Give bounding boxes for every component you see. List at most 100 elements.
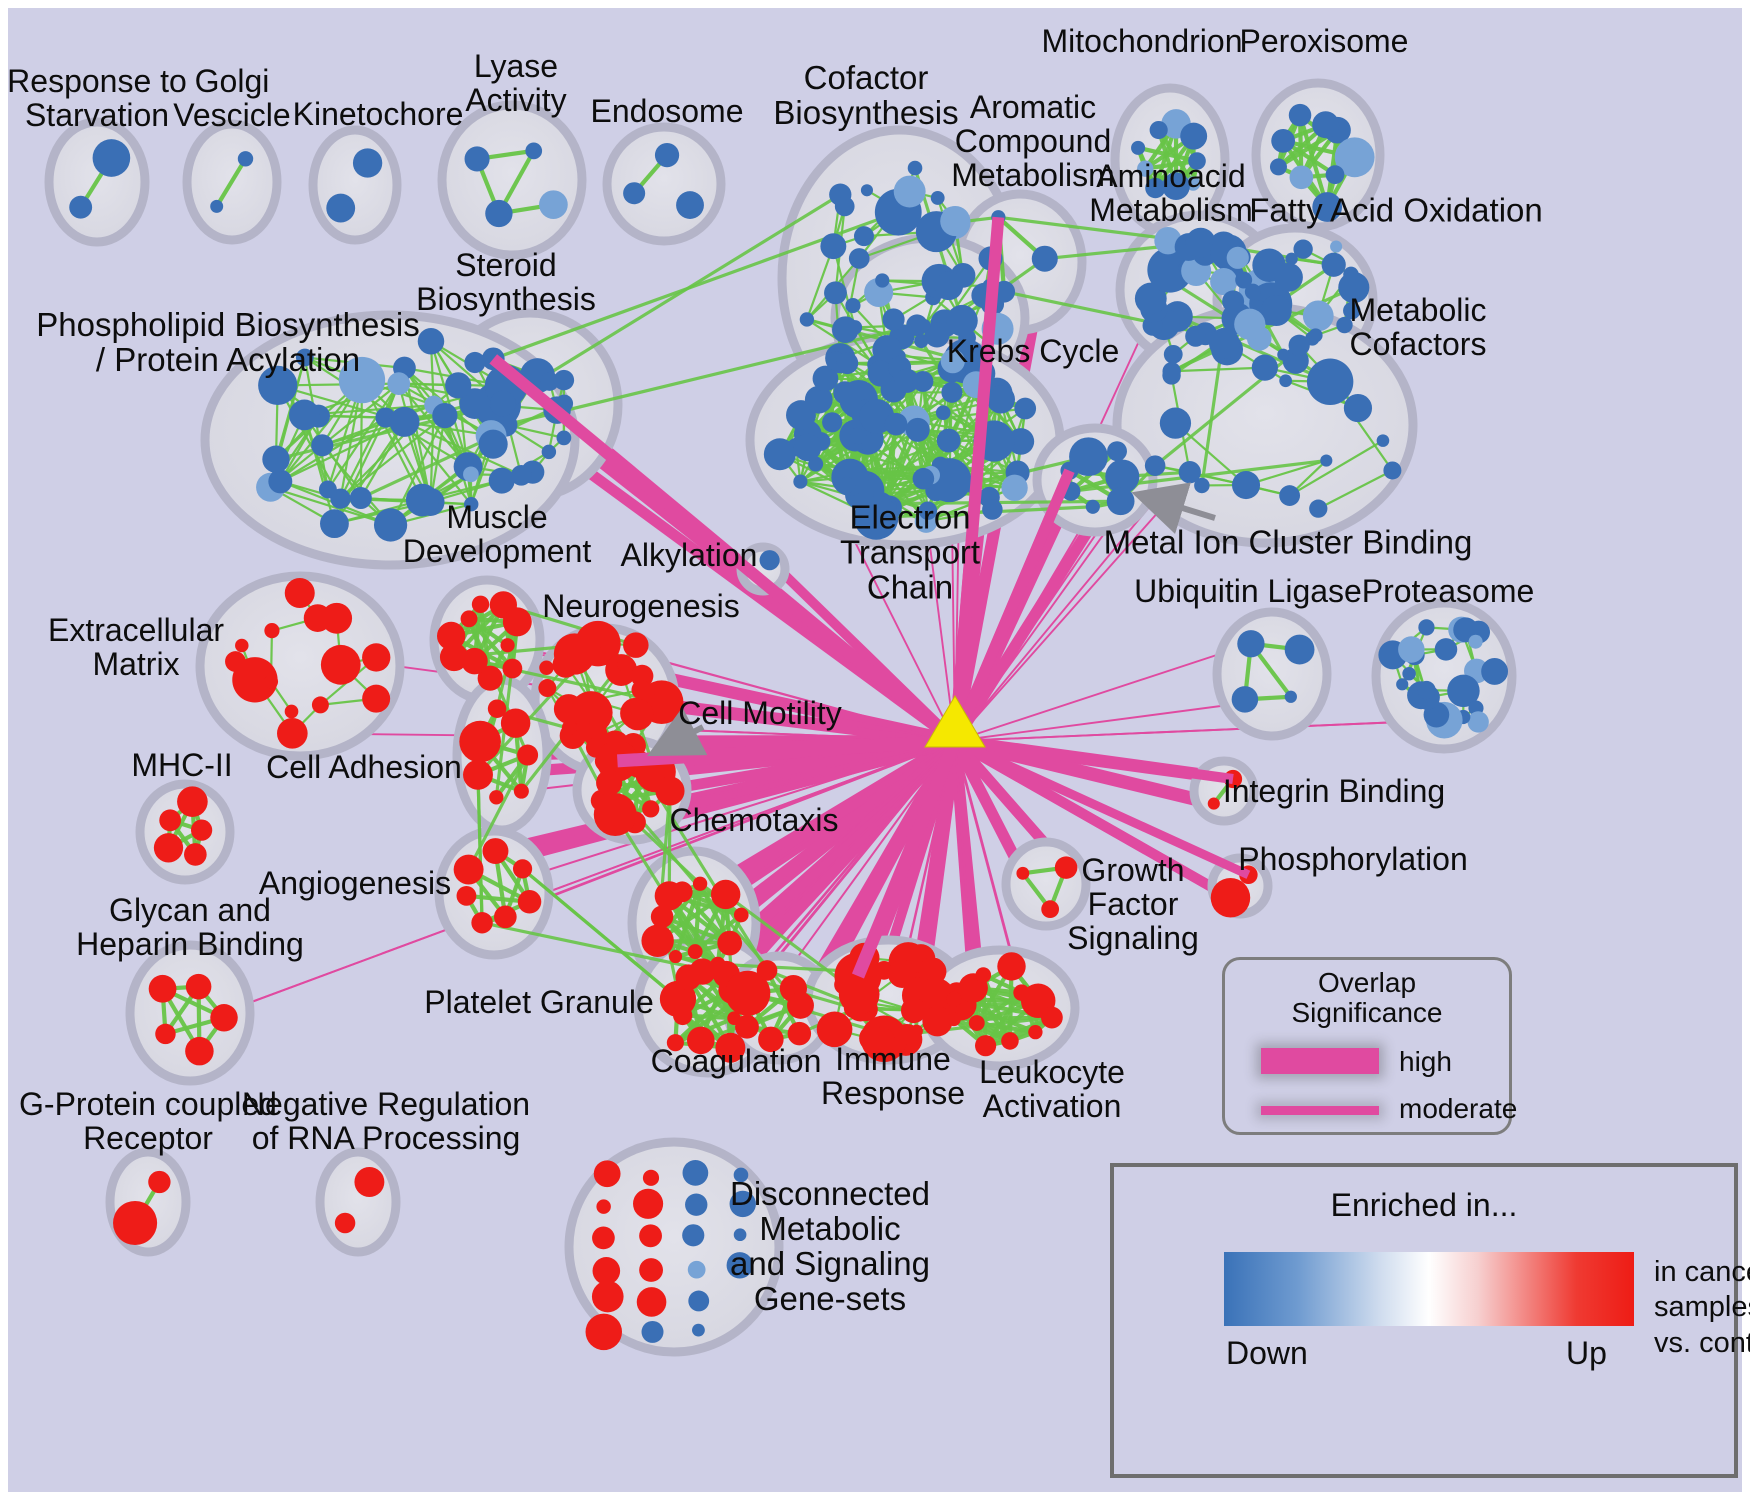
gene-set-node[interactable]: [1279, 485, 1301, 506]
gene-set-node[interactable]: [263, 674, 279, 689]
gene-set-node[interactable]: [585, 1313, 623, 1351]
gene-set-node[interactable]: [836, 352, 859, 375]
gene-set-node[interactable]: [318, 480, 337, 499]
gene-set-node[interactable]: [692, 876, 708, 891]
gene-set-node[interactable]: [975, 967, 992, 983]
gene-set-node[interactable]: [1207, 797, 1220, 810]
gene-set-node[interactable]: [1467, 711, 1489, 733]
gene-set-node[interactable]: [1185, 325, 1207, 347]
gene-set-node[interactable]: [539, 660, 554, 675]
gene-set-node[interactable]: [1040, 1006, 1063, 1029]
gene-set-node[interactable]: [593, 1160, 621, 1188]
gene-set-node[interactable]: [288, 399, 320, 431]
gene-set-node[interactable]: [824, 281, 847, 305]
gene-set-node[interactable]: [463, 759, 493, 790]
gene-set-node[interactable]: [210, 1004, 238, 1032]
gene-set-node[interactable]: [258, 365, 298, 406]
gene-set-node[interactable]: [320, 644, 361, 685]
gene-set-node[interactable]: [636, 1287, 667, 1317]
gene-set-node[interactable]: [867, 360, 894, 387]
gene-set-node[interactable]: [1162, 172, 1190, 201]
gene-set-node[interactable]: [759, 550, 780, 571]
gene-set-node[interactable]: [1185, 227, 1216, 258]
gene-set-node[interactable]: [1334, 137, 1375, 178]
gene-set-node[interactable]: [1325, 165, 1345, 185]
gene-set-node[interactable]: [907, 160, 923, 176]
gene-set-node[interactable]: [295, 348, 314, 367]
gene-set-node[interactable]: [834, 196, 855, 217]
gene-set-node[interactable]: [726, 1252, 753, 1279]
gene-set-node[interactable]: [494, 905, 517, 929]
gene-set-node[interactable]: [710, 879, 741, 910]
gene-set-node[interactable]: [284, 578, 315, 609]
gene-set-node[interactable]: [1210, 878, 1251, 918]
gene-set-node[interactable]: [655, 776, 685, 806]
gene-set-node[interactable]: [1222, 290, 1245, 313]
gene-set-node[interactable]: [1145, 177, 1166, 199]
gene-set-node[interactable]: [687, 1260, 706, 1279]
gene-set-node[interactable]: [676, 191, 704, 219]
gene-set-node[interactable]: [688, 1290, 710, 1312]
gene-set-node[interactable]: [639, 1224, 662, 1248]
gene-set-node[interactable]: [464, 351, 486, 374]
gene-set-node[interactable]: [561, 719, 578, 736]
gene-set-node[interactable]: [853, 226, 874, 247]
gene-set-node[interactable]: [912, 467, 935, 490]
gene-set-node[interactable]: [235, 638, 249, 653]
gene-set-node[interactable]: [1285, 252, 1298, 266]
gene-set-node[interactable]: [1396, 678, 1409, 691]
gene-set-node[interactable]: [849, 427, 867, 445]
gene-set-node[interactable]: [92, 139, 131, 177]
gene-set-node[interactable]: [482, 838, 509, 865]
gene-set-node[interactable]: [459, 388, 491, 419]
gene-set-node[interactable]: [940, 206, 971, 237]
gene-set-node[interactable]: [517, 744, 539, 766]
gene-set-node[interactable]: [1085, 499, 1100, 514]
gene-set-node[interactable]: [820, 233, 847, 260]
gene-set-node[interactable]: [717, 930, 743, 956]
gene-set-node[interactable]: [417, 328, 445, 355]
gene-set-node[interactable]: [1274, 262, 1303, 292]
gene-set-node[interactable]: [1447, 674, 1480, 708]
gene-set-node[interactable]: [986, 385, 1016, 414]
gene-set-node[interactable]: [838, 973, 880, 1015]
gene-set-node[interactable]: [1338, 271, 1370, 304]
gene-set-node[interactable]: [930, 190, 945, 205]
gene-set-node[interactable]: [500, 638, 515, 653]
gene-set-node[interactable]: [513, 783, 529, 799]
gene-set-node[interactable]: [362, 684, 391, 713]
gene-set-node[interactable]: [1302, 300, 1334, 332]
gene-set-node[interactable]: [512, 859, 533, 879]
hub-node-colon-cancer-disease-genes[interactable]: [924, 695, 986, 748]
gene-set-node[interactable]: [1306, 358, 1354, 405]
gene-set-node[interactable]: [478, 429, 508, 459]
gene-set-node[interactable]: [148, 1170, 171, 1194]
gene-set-node[interactable]: [922, 1006, 953, 1037]
gene-set-node[interactable]: [756, 960, 778, 981]
gene-set-node[interactable]: [946, 1012, 961, 1027]
gene-set-node[interactable]: [1208, 327, 1240, 359]
gene-set-node[interactable]: [1269, 158, 1287, 176]
gene-set-node[interactable]: [758, 1026, 784, 1053]
gene-set-node[interactable]: [210, 199, 224, 213]
gene-set-node[interactable]: [1289, 165, 1314, 190]
gene-set-node[interactable]: [804, 385, 833, 414]
gene-set-node[interactable]: [284, 704, 299, 719]
gene-set-node[interactable]: [1244, 283, 1261, 300]
gene-set-node[interactable]: [1418, 619, 1435, 636]
gene-set-node[interactable]: [436, 621, 466, 651]
cluster-ellipse[interactable]: [315, 1147, 401, 1257]
gene-set-node[interactable]: [592, 1257, 621, 1285]
gene-set-node[interactable]: [1271, 128, 1296, 153]
gene-set-node[interactable]: [816, 1011, 853, 1048]
gene-set-node[interactable]: [177, 786, 208, 817]
cluster-ellipse[interactable]: [308, 125, 402, 245]
gene-set-node[interactable]: [1041, 900, 1060, 919]
gene-set-node[interactable]: [311, 696, 329, 714]
gene-set-node[interactable]: [668, 949, 683, 964]
gene-set-node[interactable]: [432, 402, 458, 429]
gene-set-node[interactable]: [1330, 240, 1343, 253]
gene-set-node[interactable]: [1309, 499, 1328, 518]
gene-set-node[interactable]: [692, 1323, 705, 1337]
gene-set-node[interactable]: [1001, 474, 1028, 501]
